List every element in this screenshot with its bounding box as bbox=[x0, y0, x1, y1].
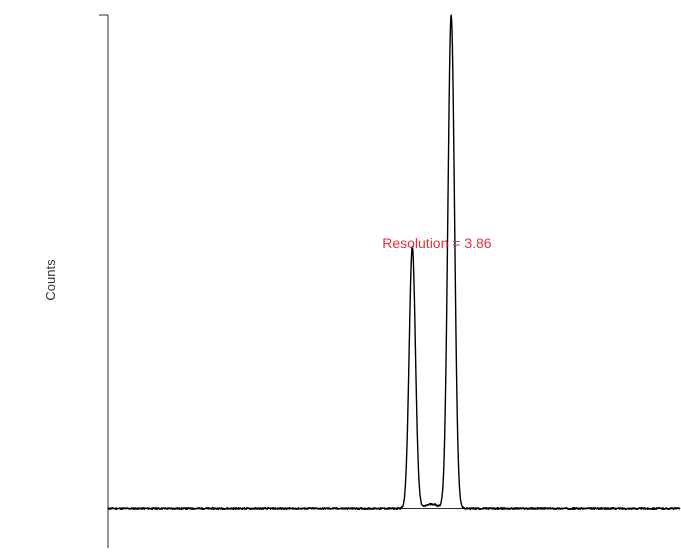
axes bbox=[99, 14, 680, 548]
series-layer bbox=[107, 14, 681, 511]
chromatogram-trace bbox=[107, 14, 681, 511]
y-axis-label: Counts bbox=[43, 259, 58, 301]
resolution-annotation: Resolution = 3.86 bbox=[382, 235, 492, 251]
